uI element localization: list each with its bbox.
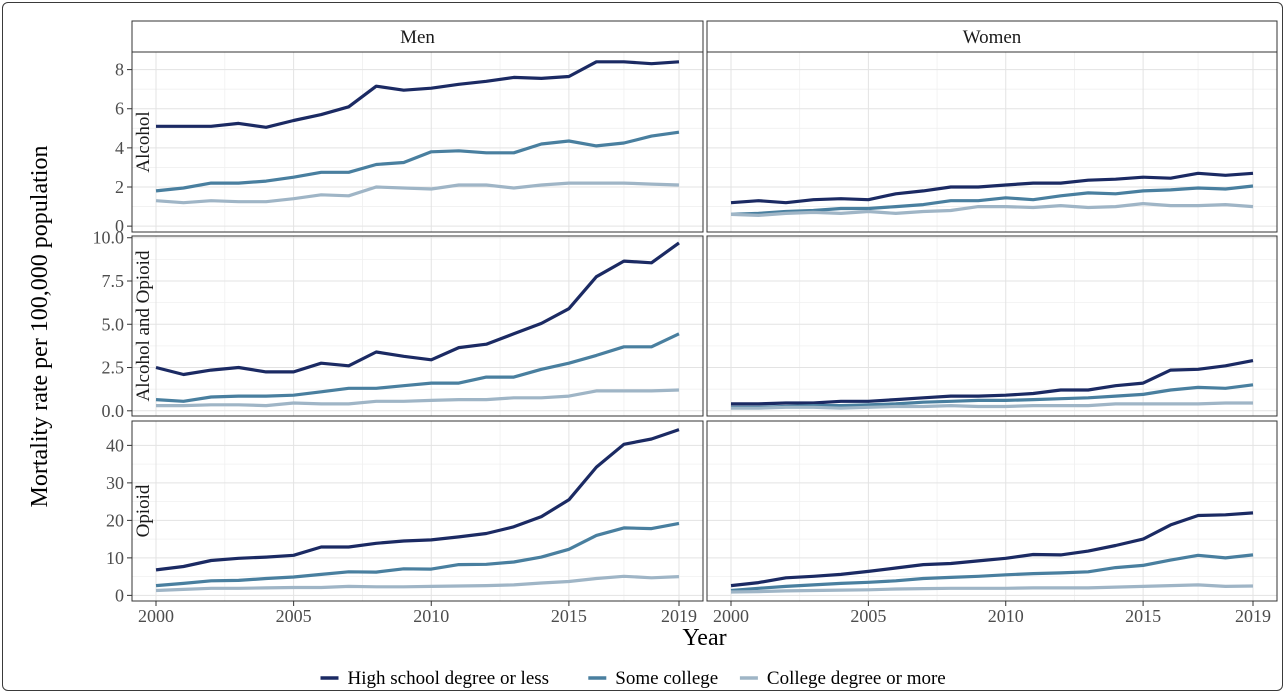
y-tick-label: 40 <box>106 435 124 455</box>
series-line-some-college-alcohol-women <box>730 184 1254 216</box>
legend-label-some-college: Some college <box>615 668 718 689</box>
series-line-high-school-degree-or-less-opioid-men <box>155 428 680 572</box>
x-tick-label: 2005 <box>276 606 312 626</box>
series-line-high-school-degree-or-less-alcohol-and-opioid-women <box>731 359 1254 406</box>
series-line-college-degree-or-more-alcohol-and-opioid-women <box>731 401 1253 410</box>
panel-background-alcohol-and-opioid-women <box>707 236 1277 416</box>
y-tick-label: 6 <box>115 99 124 119</box>
x-tick-label: 2000 <box>713 606 749 626</box>
series-line-college-degree-or-more-opioid-men <box>155 574 680 593</box>
x-axis-title: Year <box>682 625 726 651</box>
y-tick-label: 20 <box>106 510 124 530</box>
x-tick-label: 2010 <box>413 606 449 626</box>
y-tick-label: 10.0 <box>93 228 125 248</box>
series-line-some-college-alcohol-and-opioid-women <box>731 383 1254 409</box>
y-tick-label: 10 <box>106 548 124 568</box>
x-tick-label: 2010 <box>988 606 1024 626</box>
y-tick-label: 0 <box>115 216 124 236</box>
strip-women <box>706 20 1278 53</box>
panel-border-alcohol-and-opioid-men <box>131 235 704 417</box>
legend-label-college-degree-or-more: College degree or more <box>767 668 946 689</box>
series-line-some-college-opioid-women <box>730 553 1254 593</box>
x-tick-label: 2019 <box>1235 606 1271 626</box>
panel-background-opioid-women <box>707 421 1277 601</box>
strip-label-men: Men <box>400 27 435 48</box>
x-tick-label: 2015 <box>551 606 587 626</box>
series-line-college-degree-or-more-alcohol-men <box>155 181 680 205</box>
x-tick-label: 2019 <box>661 606 697 626</box>
y-tick-label: 5.0 <box>102 314 125 334</box>
series-line-college-degree-or-more-alcohol-and-opioid-men <box>156 388 680 408</box>
series-line-high-school-degree-or-less-alcohol-and-opioid-men <box>155 241 680 377</box>
legend-label-high-school-degree-or-less: High school degree or less <box>348 668 550 689</box>
panel-border-opioid-women <box>706 420 1278 602</box>
x-tick-label: 2000 <box>138 606 174 626</box>
y-tick-label: 7.5 <box>102 271 125 291</box>
series-line-college-degree-or-more-opioid-women <box>730 583 1254 594</box>
panel-background-alcohol-men <box>132 52 703 232</box>
series-line-college-degree-or-more-alcohol-women <box>730 202 1254 217</box>
strip-men <box>131 20 704 53</box>
row-label-alcohol-and-opioid: Alcohol and Opioid <box>133 250 154 401</box>
series-line-high-school-degree-or-less-alcohol-women <box>730 171 1254 205</box>
strip-label-women: Women <box>963 27 1022 48</box>
panel-background-opioid-men <box>132 421 703 601</box>
y-tick-label: 0.0 <box>102 401 125 421</box>
x-tick-label: 2005 <box>850 606 886 626</box>
y-tick-label: 8 <box>115 60 124 80</box>
panel-border-alcohol-women <box>706 51 1278 233</box>
series-line-high-school-degree-or-less-opioid-women <box>730 511 1254 588</box>
y-tick-label: 2.5 <box>102 358 125 378</box>
y-tick-label: 0 <box>115 585 124 605</box>
row-label-opioid: Opioid <box>133 484 154 537</box>
series-line-some-college-opioid-men <box>155 521 680 588</box>
panel-border-alcohol-and-opioid-women <box>706 235 1278 417</box>
y-tick-label: 2 <box>115 177 124 197</box>
series-line-high-school-degree-or-less-alcohol-men <box>156 60 680 129</box>
y-axis-title: Mortality rate per 100,000 population <box>27 146 53 508</box>
x-tick-label: 2015 <box>1125 606 1161 626</box>
panel-border-opioid-men <box>131 420 704 602</box>
row-label-alcohol: Alcohol <box>133 111 154 172</box>
y-tick-label: 4 <box>115 138 124 158</box>
series-line-some-college-alcohol-and-opioid-men <box>155 332 680 403</box>
panel-border-alcohol-men <box>131 51 704 233</box>
y-tick-label: 30 <box>106 473 124 493</box>
series-line-some-college-alcohol-men <box>155 130 680 193</box>
